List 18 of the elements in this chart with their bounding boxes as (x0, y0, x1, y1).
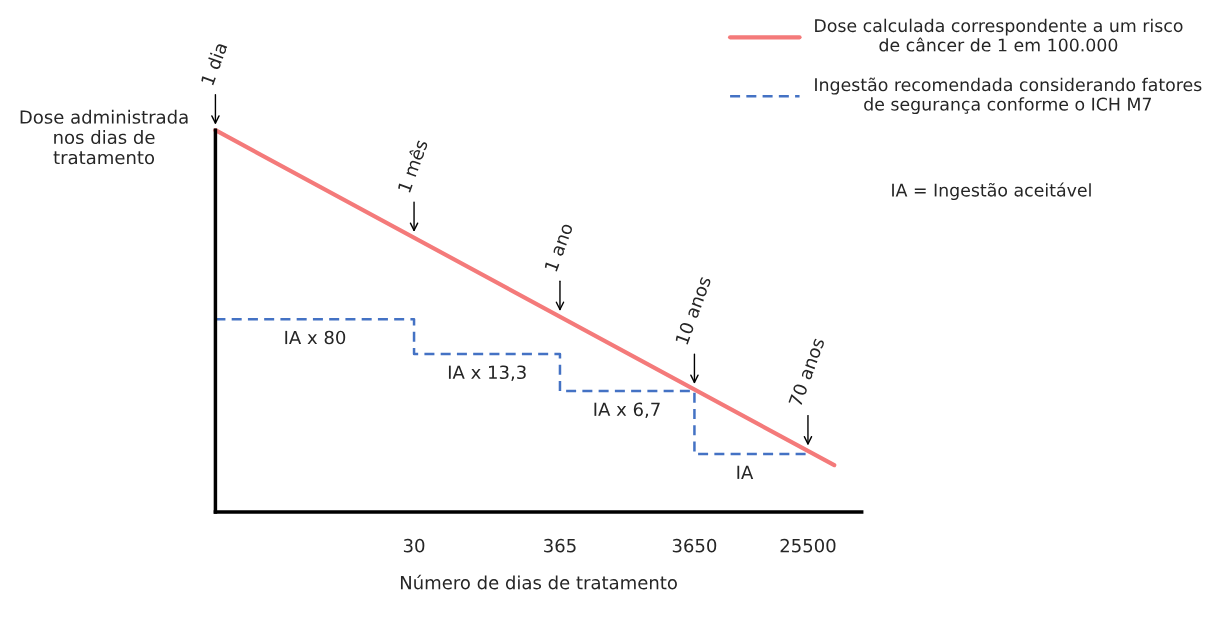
annotation: IA x 13,3 (448, 365, 526, 381)
annotation: IA x 6,7 (594, 402, 660, 418)
legend-label: Dose calculada correspondente a um risco de câncer de 1 em 100.000 (815, 18, 1183, 52)
annotation: IA (737, 465, 754, 479)
annotation: 1 ano (544, 222, 574, 272)
text: IA = Ingestão aceitável (892, 182, 1091, 201)
legend-label: Ingestão recomendada considerando fatores de segurança conforme o ICH M7 (815, 77, 1202, 115)
annotation: 1 mês (396, 138, 429, 193)
x-tick-label: 365 (544, 538, 576, 553)
x-tick-label: 3650 (672, 538, 717, 553)
x-axis-title: Número de dias de tratamento (400, 574, 677, 590)
x-tick-label: 30 (403, 538, 425, 553)
annotation: 10 anos (674, 275, 712, 345)
annotation: 1 dia (200, 42, 228, 86)
annotation: 70 anos (788, 336, 825, 407)
y-axis-title: Dose administrada nos dias de tratamento (20, 109, 188, 165)
x-tick-label: 25500 (780, 538, 836, 553)
annotation: IA x 80 (285, 330, 346, 345)
